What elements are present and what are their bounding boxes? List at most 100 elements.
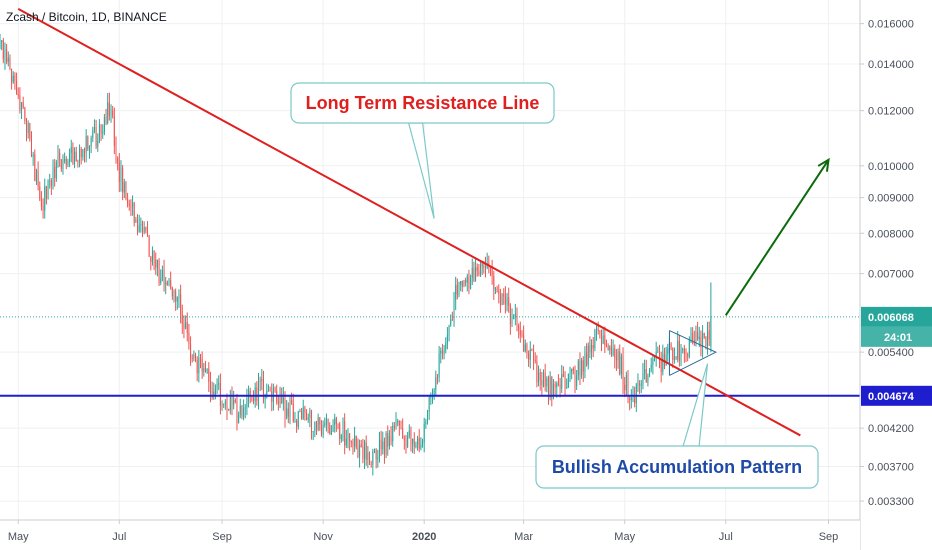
candle-body	[514, 313, 516, 317]
candle-body	[142, 223, 144, 233]
candle-body	[138, 225, 140, 232]
candle-body	[65, 159, 67, 165]
candle-body	[642, 373, 644, 385]
candle-body	[430, 396, 432, 398]
candle-body	[26, 121, 28, 134]
candle-body	[398, 420, 400, 426]
candle-body	[703, 332, 705, 338]
candle-body	[40, 199, 42, 207]
candle-body	[687, 355, 689, 357]
candle-body	[649, 368, 651, 377]
candle-body	[312, 431, 314, 433]
candle-body	[518, 325, 520, 331]
candle-body	[572, 368, 574, 371]
candle-body	[667, 348, 669, 355]
candle-body	[707, 330, 709, 346]
candle-body	[470, 278, 472, 289]
candle-body	[163, 269, 165, 285]
candle-body	[127, 198, 129, 204]
candle-body	[135, 219, 137, 223]
candle-body	[304, 407, 306, 413]
candle-body	[584, 352, 586, 372]
candle-body	[117, 158, 119, 163]
candle-body	[506, 297, 508, 305]
candle-body	[402, 428, 404, 439]
candle-body	[14, 75, 16, 82]
callout-pointer	[682, 363, 709, 447]
candle-body	[103, 117, 105, 133]
candle-body	[171, 287, 173, 297]
candle-body	[223, 403, 225, 405]
forecast-arrow-head	[817, 157, 830, 172]
candle-body	[6, 49, 8, 62]
candle-body	[200, 357, 201, 359]
candle-body	[534, 359, 536, 362]
candle-body	[115, 146, 117, 159]
candle-body	[499, 293, 501, 305]
candle-body	[564, 376, 566, 389]
candle-body	[97, 140, 99, 148]
candle-body	[100, 124, 102, 134]
candle-body	[650, 364, 652, 369]
price-tick-label: 0.012000	[868, 106, 914, 118]
candle-body	[552, 384, 554, 398]
candle-body	[98, 124, 100, 141]
candle-body	[16, 81, 18, 94]
candle-body	[196, 359, 198, 374]
candle-body	[657, 351, 659, 353]
candle-body	[44, 186, 46, 211]
candle-body	[191, 357, 193, 359]
time-tick-label: Jul	[112, 531, 126, 543]
candle-body	[204, 368, 206, 373]
candle-body	[529, 349, 531, 360]
price-axis[interactable]: 0.016000 0.014000 0.012000 0.010000 0.009000…	[859, 0, 932, 550]
candle-body	[436, 377, 438, 379]
candle-body	[123, 182, 125, 193]
candle-body	[475, 267, 477, 281]
time-axis[interactable]: May Jul Sep Nov 2020 Mar May Jul Sep	[0, 519, 860, 550]
candle-body	[118, 162, 120, 183]
candle-body	[173, 290, 175, 297]
candle-body	[571, 368, 573, 373]
candle-body	[244, 407, 246, 409]
price-tick-label: 0.003300	[868, 496, 914, 508]
candle-body	[605, 344, 607, 347]
candle-body	[705, 337, 707, 346]
current-price-label: 0.006068	[868, 312, 914, 324]
candle-body	[521, 334, 523, 336]
candle-body	[320, 424, 322, 435]
candle-body	[195, 354, 197, 360]
candle-body	[660, 360, 662, 372]
candle-body	[342, 420, 344, 436]
price-tick-label: 0.016000	[868, 19, 914, 31]
candle-body	[60, 159, 62, 170]
candle-body	[82, 149, 84, 158]
candle-body	[468, 276, 470, 289]
candle-body	[2, 40, 4, 60]
candle-body	[645, 369, 647, 383]
candle-body	[519, 330, 521, 335]
candle-body	[596, 329, 598, 331]
candle-body	[206, 368, 208, 373]
candle-body	[382, 441, 384, 450]
candle-body	[354, 436, 356, 447]
candle-body	[233, 400, 235, 406]
candle-body	[269, 390, 271, 392]
price-tick-label: 0.003700	[868, 461, 914, 473]
candle-body	[282, 397, 284, 403]
candle-body	[337, 423, 339, 425]
candle-body	[682, 348, 684, 350]
candle-body	[140, 223, 142, 226]
candle-body	[683, 348, 685, 354]
candle-body	[286, 408, 288, 419]
callout-box	[535, 445, 819, 489]
candle-body	[395, 421, 397, 428]
candle-body	[239, 405, 241, 415]
candle-body	[597, 329, 599, 331]
candle-body	[524, 344, 526, 352]
candle-body	[151, 250, 153, 263]
candle-body	[266, 391, 268, 397]
candle-body	[314, 421, 316, 432]
candle-body	[224, 401, 226, 404]
